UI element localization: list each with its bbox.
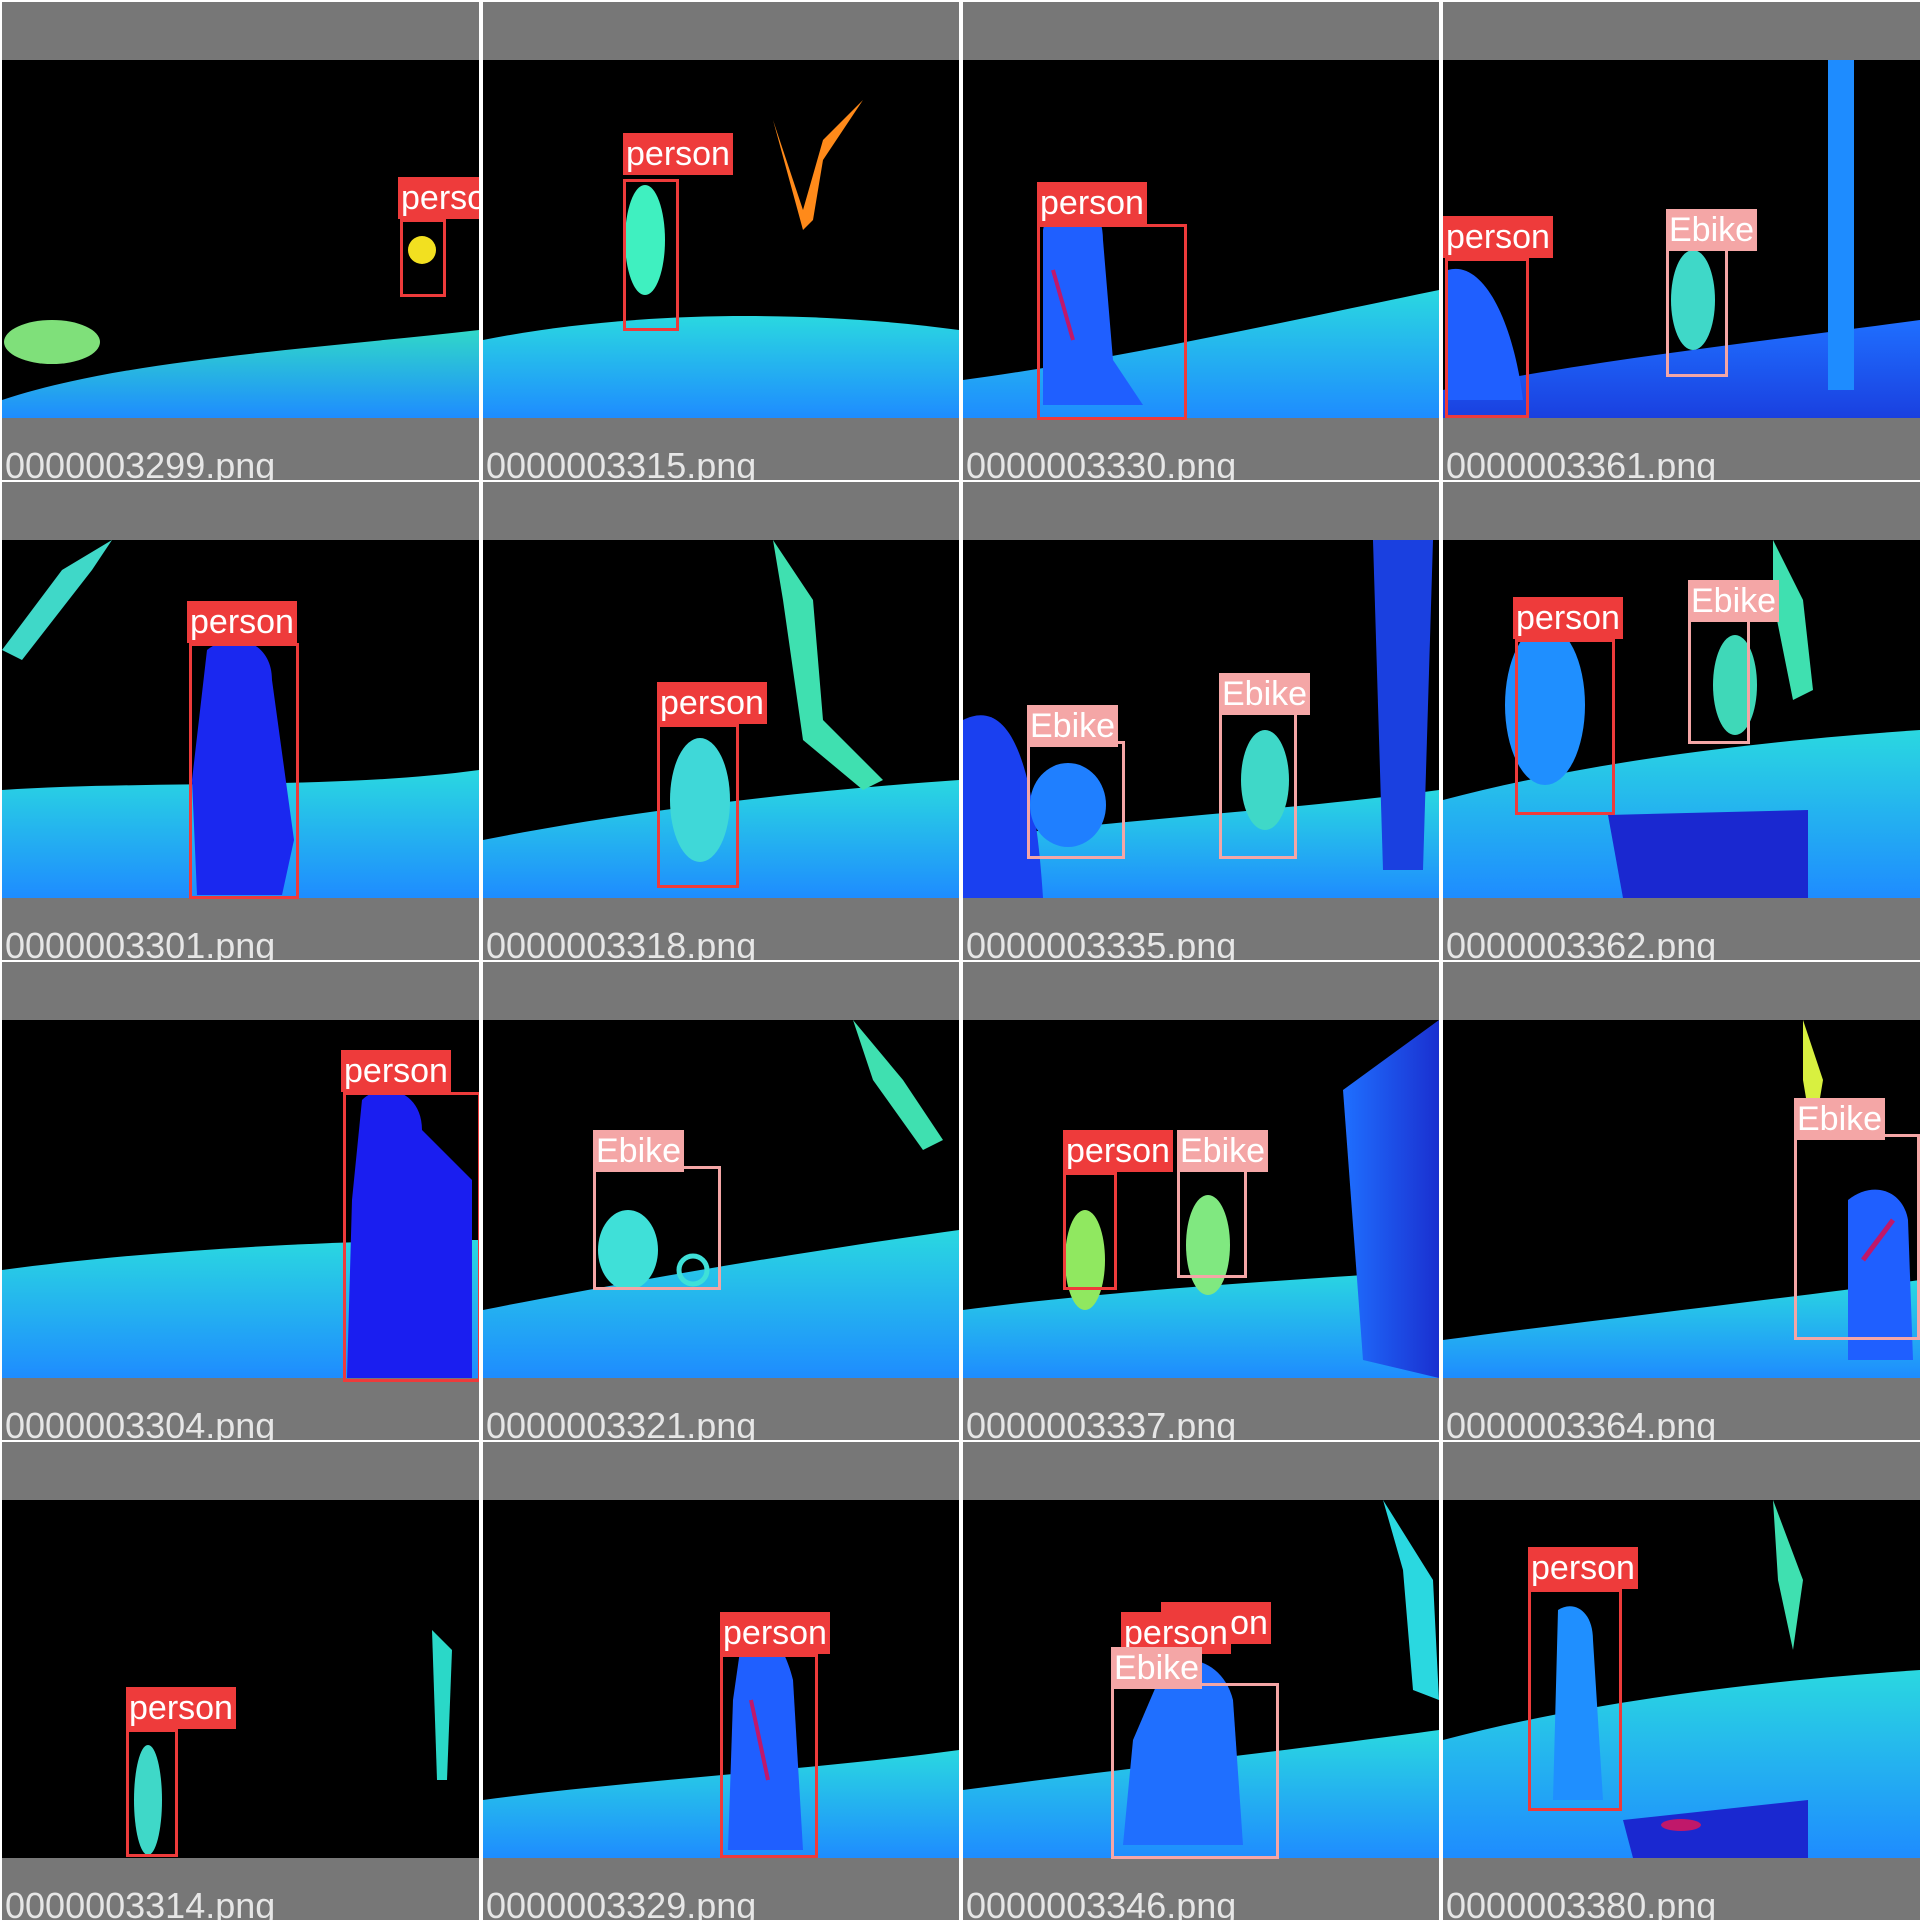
- detection-label: Ebike: [1666, 209, 1758, 251]
- image-tile: person person Ebike 0000003346.png: [963, 1442, 1439, 1920]
- image-tile: Ebike Ebike 0000003335.png: [963, 482, 1439, 960]
- tile-filename: 0000003330.png: [966, 445, 1237, 481]
- depth-scene: [963, 540, 1439, 898]
- depth-image: [1443, 1500, 1920, 1858]
- tile-filename: 0000003361.png: [1446, 445, 1717, 481]
- bounding-box: [1515, 639, 1615, 815]
- image-tile: person Ebike 0000003362.png: [1443, 482, 1920, 960]
- bounding-box: [623, 179, 679, 331]
- depth-image: [963, 60, 1439, 418]
- bounding-box: [1111, 1683, 1279, 1859]
- depth-scene: [963, 1020, 1439, 1378]
- depth-image: [1443, 540, 1920, 898]
- image-tile: person 0000003329.png: [483, 1442, 959, 1920]
- tile-filename: 0000003335.png: [966, 925, 1237, 961]
- detection-label: person: [1443, 216, 1553, 258]
- depth-scene: [2, 236, 479, 418]
- tile-filename: 0000003346.png: [966, 1885, 1237, 1920]
- depth-scene: [2, 540, 479, 898]
- bounding-box: [1688, 616, 1750, 744]
- detection-label: person: [657, 682, 767, 724]
- tile-filename: 0000003315.png: [486, 445, 757, 481]
- bounding-box: [126, 1729, 178, 1857]
- detection-label: Ebike: [1688, 580, 1780, 622]
- depth-image: [2, 1500, 479, 1858]
- image-tile: person 0000003318.png: [483, 482, 959, 960]
- bounding-box: [657, 724, 739, 888]
- depth-scene: [483, 100, 959, 418]
- detection-label: person: [1037, 182, 1147, 224]
- detection-label: person: [341, 1050, 451, 1092]
- depth-scene: [2, 1090, 479, 1378]
- bounding-box: [189, 643, 299, 899]
- image-tile: person 0000003315.png: [483, 2, 959, 480]
- depth-image: [963, 1020, 1439, 1378]
- bounding-box: [1177, 1166, 1247, 1278]
- bounding-box: [343, 1092, 479, 1382]
- bounding-box: [1027, 741, 1125, 859]
- detection-label: Ebike: [1794, 1098, 1886, 1140]
- bounding-box: [720, 1654, 818, 1858]
- depth-scene: [2, 1500, 479, 1858]
- detection-label: person: [720, 1612, 830, 1654]
- bounding-box: [1063, 1172, 1117, 1290]
- detection-label: person: [126, 1687, 236, 1729]
- image-tile: person 0000003304.png: [2, 962, 479, 1440]
- bounding-box: [400, 219, 446, 297]
- tile-filename: 0000003321.png: [486, 1405, 757, 1441]
- depth-scene: [483, 1020, 959, 1378]
- tile-filename: 0000003318.png: [486, 925, 757, 961]
- image-tile: person 0000003330.png: [963, 2, 1439, 480]
- tile-filename: 0000003329.png: [486, 1885, 757, 1920]
- image-tile: person Ebike 0000003361.png: [1443, 2, 1920, 480]
- detection-label: person: [1063, 1130, 1173, 1172]
- tile-filename: 0000003364.png: [1446, 1405, 1717, 1441]
- depth-scene: [963, 197, 1439, 418]
- depth-scene: [1443, 1500, 1920, 1858]
- image-tile: person 0000003301.png: [2, 482, 479, 960]
- image-tile: person 0000003314.png: [2, 1442, 479, 1920]
- detection-label: person: [1528, 1547, 1638, 1589]
- detection-label: person: [187, 601, 297, 643]
- image-tile: person 0000003299.png: [2, 2, 479, 480]
- image-tile: person 0000003380.png: [1443, 1442, 1920, 1920]
- detection-label: person: [623, 133, 733, 175]
- bounding-box: [593, 1166, 721, 1290]
- depth-image: [483, 60, 959, 418]
- bounding-box: [1666, 245, 1728, 377]
- tile-filename: 0000003337.png: [966, 1405, 1237, 1441]
- depth-image: [483, 1020, 959, 1378]
- bounding-box: [1037, 224, 1187, 420]
- detection-label: person: [398, 177, 479, 219]
- image-tile: Ebike 0000003364.png: [1443, 962, 1920, 1440]
- depth-scene: [1443, 60, 1920, 418]
- tile-filename: 0000003299.png: [5, 445, 276, 481]
- image-tile: person Ebike 0000003337.png: [963, 962, 1439, 1440]
- tile-filename: 0000003380.png: [1446, 1885, 1717, 1920]
- image-tile: Ebike 0000003321.png: [483, 962, 959, 1440]
- detection-label: Ebike: [1177, 1130, 1269, 1172]
- depth-image: [2, 540, 479, 898]
- depth-scene: [1443, 540, 1920, 898]
- tile-filename: 0000003304.png: [5, 1405, 276, 1441]
- bounding-box: [1794, 1134, 1920, 1340]
- detection-label: Ebike: [593, 1130, 685, 1172]
- depth-image: [2, 1020, 479, 1378]
- depth-image: [2, 60, 479, 418]
- depth-scene: [1443, 1020, 1920, 1378]
- tile-filename: 0000003301.png: [5, 925, 276, 961]
- bounding-box: [1445, 258, 1529, 418]
- depth-scene: [483, 540, 959, 898]
- tile-filename: 0000003314.png: [5, 1885, 276, 1920]
- detection-label: Ebike: [1219, 673, 1311, 715]
- detection-label: Ebike: [1111, 1647, 1203, 1689]
- depth-image: [1443, 1020, 1920, 1378]
- bounding-box: [1528, 1589, 1622, 1811]
- bounding-box: [1219, 709, 1297, 859]
- detection-label: Ebike: [1027, 705, 1119, 747]
- tile-filename: 0000003362.png: [1446, 925, 1717, 961]
- depth-scene: [963, 1500, 1439, 1858]
- detection-label: person: [1513, 597, 1623, 639]
